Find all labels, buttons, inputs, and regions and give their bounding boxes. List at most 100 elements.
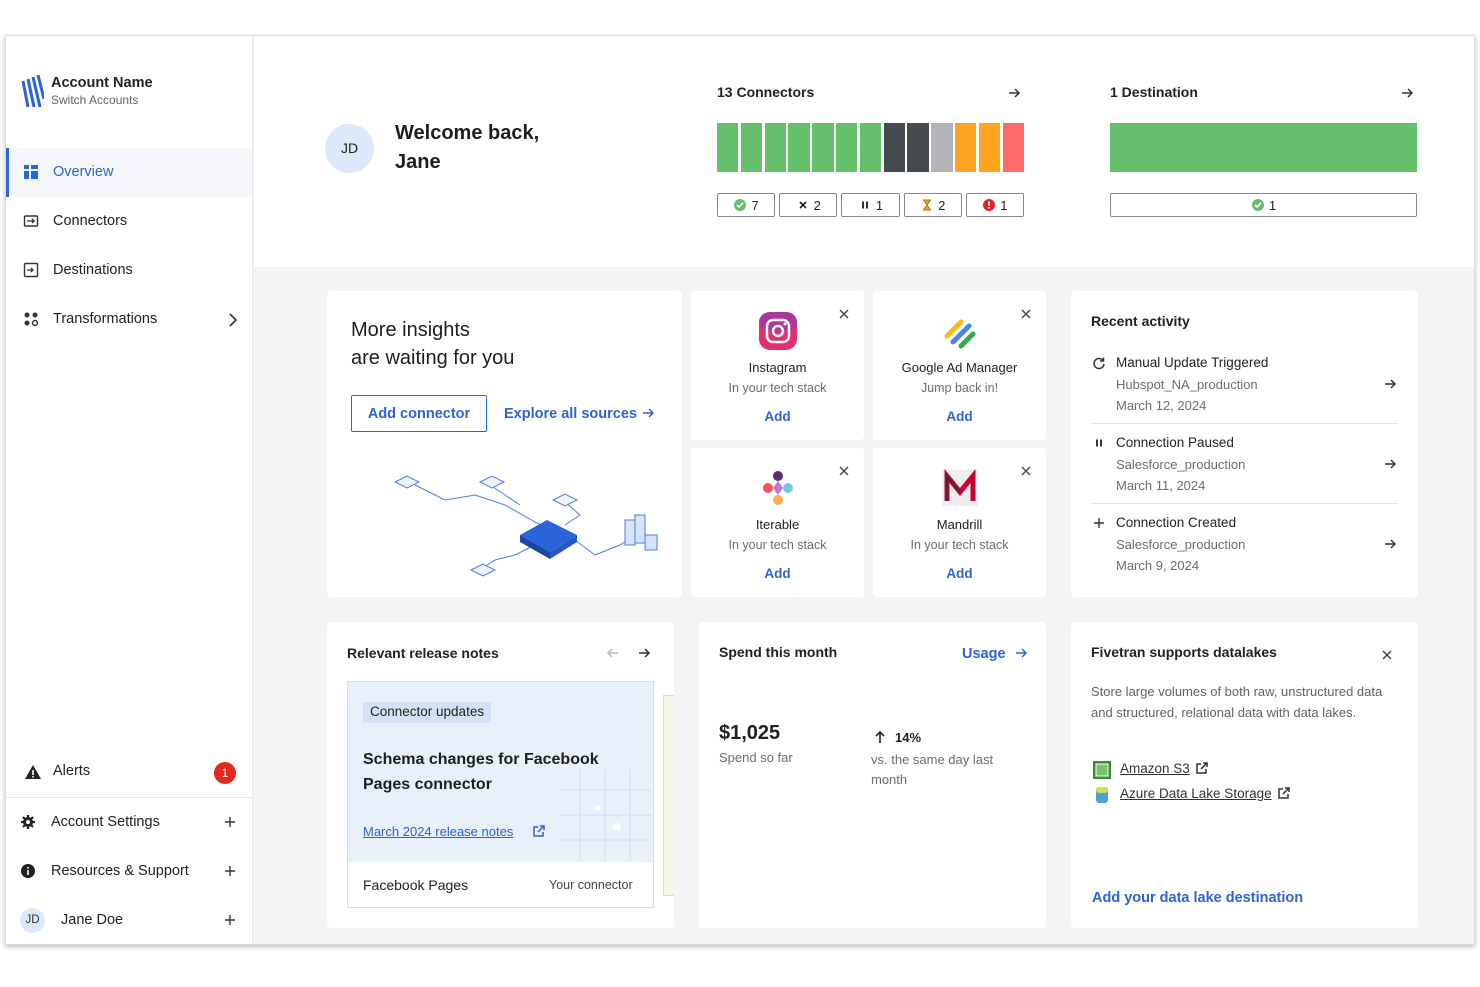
icon-part [414, 484, 556, 533]
icon-part [393, 475, 579, 577]
icon-part [23, 262, 39, 278]
status-count: 2 [938, 198, 946, 213]
icon-part [469, 563, 497, 577]
close-icon [1020, 306, 1032, 319]
icon-part [1094, 518, 1104, 528]
icon-part [23, 215, 39, 227]
icon-part [393, 475, 658, 577]
icon-part [31, 319, 39, 327]
external-link-icon [1195, 761, 1209, 775]
usage-link[interactable]: Usage [962, 646, 1006, 662]
icon-part [950, 323, 972, 345]
add-connector-button[interactable]: Add connector [351, 395, 487, 432]
icon-part [564, 501, 581, 526]
up-arrow [873, 730, 887, 744]
greeting: Welcome back, [395, 122, 540, 144]
arrow-icon [1383, 537, 1397, 551]
icon-part [1016, 648, 1028, 658]
icon-part [533, 825, 545, 837]
add-link[interactable]: Add [764, 566, 791, 581]
icon-part [1382, 650, 1392, 660]
nav-label: Transformations [53, 311, 158, 327]
close-icon [1381, 647, 1393, 660]
datalake-link[interactable]: Amazon S3 [1120, 761, 1190, 776]
icon-part [24, 312, 30, 318]
release-link[interactable]: March 2024 release notes [363, 824, 514, 839]
menu-label[interactable]: Account Settings [51, 814, 160, 830]
nav-icon [23, 164, 39, 180]
status-icon [733, 198, 747, 212]
status-chip[interactable]: 2 [779, 193, 838, 217]
icon-part [21, 74, 46, 108]
release-headline: Schema changes for Facebook Pages connec… [363, 751, 599, 793]
nav-item[interactable]: Connectors [6, 197, 252, 246]
icon-part [783, 483, 793, 493]
icon-part [773, 495, 783, 505]
icon-part [946, 473, 961, 501]
chevron-icon [226, 312, 240, 328]
icon-part [24, 165, 38, 179]
menu-label[interactable]: Resources & Support [51, 863, 189, 879]
status-segment [1002, 123, 1024, 172]
status-segment [907, 123, 929, 172]
icon-part [763, 483, 773, 493]
release-connector-note: Your connector [549, 878, 633, 892]
nav-item[interactable]: Destinations [6, 246, 252, 295]
nav-item[interactable]: Overview [6, 148, 252, 197]
icon-part [606, 648, 618, 658]
icon-part [944, 319, 976, 349]
icon-part [31, 165, 38, 169]
status-title[interactable]: 1 Destination [1110, 84, 1198, 100]
add-link[interactable]: Add [946, 409, 973, 424]
status-icon [796, 198, 810, 212]
avatar: JD [325, 124, 374, 173]
icon-part [479, 544, 536, 571]
datalake-cta[interactable]: Add your data lake destination [1092, 890, 1304, 906]
status-chip[interactable]: 1 [1110, 193, 1417, 217]
datalake-link[interactable]: Azure Data Lake Storage [1120, 786, 1272, 801]
status-count: 1 [1000, 198, 1008, 213]
icon-part [478, 475, 506, 489]
icon-part [1277, 787, 1290, 799]
status-chip[interactable]: 1 [841, 193, 900, 217]
icon-part [225, 866, 235, 876]
icon-part [414, 484, 636, 571]
nav-item[interactable]: Transformations [6, 295, 252, 344]
icon-part [560, 770, 652, 860]
status-title[interactable]: 13 Connectors [717, 84, 815, 100]
status-chip[interactable]: 2 [903, 193, 962, 217]
expand-icon [223, 864, 237, 878]
spend-change: 14% [895, 730, 922, 745]
arrow-icon [1007, 86, 1021, 100]
icon-part [27, 867, 29, 869]
icon-part [624, 519, 636, 546]
alerts-label[interactable]: Alerts [53, 763, 91, 779]
status-icon [920, 198, 934, 212]
user-name[interactable]: Jane Doe [61, 912, 124, 928]
arrow-icon [1383, 377, 1397, 391]
user-avatar: JD [20, 908, 45, 933]
icon-part [765, 318, 791, 344]
expand-icon [223, 815, 237, 829]
connector-note: Jump back in! [920, 381, 999, 395]
icon-part [839, 309, 849, 319]
insights-title: More insights [351, 319, 470, 341]
add-link[interactable]: Add [946, 566, 973, 581]
icon-part [533, 825, 545, 837]
connector-name: Instagram [748, 360, 807, 375]
datalake-icon [1092, 785, 1112, 805]
switch-accounts[interactable]: Switch Accounts [51, 93, 139, 107]
icon-part [27, 218, 35, 224]
status-chip[interactable]: 7 [717, 193, 776, 217]
chip-content: 7 [718, 198, 774, 214]
icon-part [225, 866, 235, 876]
add-link[interactable]: Add [764, 409, 791, 424]
insights-title: are waiting for you [351, 347, 515, 369]
explore-link[interactable]: Explore all sources [504, 406, 637, 422]
status-chip[interactable]: 1 [965, 193, 1024, 217]
icon-part [560, 770, 652, 860]
icon-part [560, 770, 652, 860]
status-count: 1 [1268, 198, 1277, 213]
icon-part [606, 648, 618, 658]
status-icon [1251, 198, 1265, 212]
